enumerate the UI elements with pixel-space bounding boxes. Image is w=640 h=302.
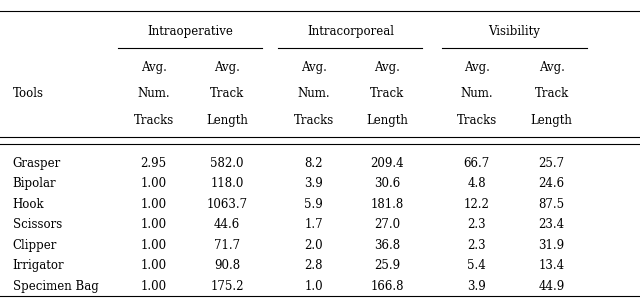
Text: 71.7: 71.7: [214, 239, 240, 252]
Text: 1.00: 1.00: [141, 177, 166, 190]
Text: 2.95: 2.95: [141, 156, 166, 170]
Text: 1.00: 1.00: [141, 259, 166, 272]
Text: 181.8: 181.8: [371, 198, 404, 211]
Text: Grasper: Grasper: [13, 156, 61, 170]
Text: 2.3: 2.3: [467, 239, 486, 252]
Text: Bipolar: Bipolar: [13, 177, 56, 190]
Text: 1.0: 1.0: [304, 280, 323, 293]
Text: Track: Track: [370, 87, 404, 100]
Text: Tracks: Tracks: [134, 114, 173, 127]
Text: Scissors: Scissors: [13, 218, 62, 231]
Text: 5.4: 5.4: [467, 259, 486, 272]
Text: 1063.7: 1063.7: [207, 198, 248, 211]
Text: Avg.: Avg.: [214, 61, 240, 75]
Text: Avg.: Avg.: [539, 61, 564, 75]
Text: Tracks: Tracks: [457, 114, 497, 127]
Text: Avg.: Avg.: [464, 61, 490, 75]
Text: 3.9: 3.9: [304, 177, 323, 190]
Text: 25.9: 25.9: [374, 259, 400, 272]
Text: 4.8: 4.8: [467, 177, 486, 190]
Text: Avg.: Avg.: [301, 61, 326, 75]
Text: Avg.: Avg.: [374, 61, 400, 75]
Text: 27.0: 27.0: [374, 218, 400, 231]
Text: 24.6: 24.6: [539, 177, 564, 190]
Text: 44.6: 44.6: [214, 218, 241, 231]
Text: Length: Length: [366, 114, 408, 127]
Text: 36.8: 36.8: [374, 239, 400, 252]
Text: Length: Length: [206, 114, 248, 127]
Text: 1.00: 1.00: [141, 198, 166, 211]
Text: Specimen Bag: Specimen Bag: [13, 280, 99, 293]
Text: Track: Track: [534, 87, 569, 100]
Text: 5.9: 5.9: [304, 198, 323, 211]
Text: 13.4: 13.4: [539, 259, 564, 272]
Text: Num.: Num.: [461, 87, 493, 100]
Text: Tools: Tools: [13, 87, 44, 100]
Text: 1.00: 1.00: [141, 280, 166, 293]
Text: 1.00: 1.00: [141, 218, 166, 231]
Text: Intraoperative: Intraoperative: [147, 25, 234, 38]
Text: 90.8: 90.8: [214, 259, 240, 272]
Text: 3.9: 3.9: [467, 280, 486, 293]
Text: 2.0: 2.0: [304, 239, 323, 252]
Text: Irrigator: Irrigator: [13, 259, 65, 272]
Text: 12.2: 12.2: [464, 198, 490, 211]
Text: 25.7: 25.7: [539, 156, 564, 170]
Text: 66.7: 66.7: [463, 156, 490, 170]
Text: 8.2: 8.2: [305, 156, 323, 170]
Text: 1.7: 1.7: [304, 218, 323, 231]
Text: Num.: Num.: [138, 87, 170, 100]
Text: 175.2: 175.2: [211, 280, 244, 293]
Text: 44.9: 44.9: [538, 280, 565, 293]
Text: 1.00: 1.00: [141, 239, 166, 252]
Text: Avg.: Avg.: [141, 61, 166, 75]
Text: 87.5: 87.5: [539, 198, 564, 211]
Text: 30.6: 30.6: [374, 177, 401, 190]
Text: Intracorporeal: Intracorporeal: [307, 25, 394, 38]
Text: 2.8: 2.8: [305, 259, 323, 272]
Text: 23.4: 23.4: [539, 218, 564, 231]
Text: 31.9: 31.9: [539, 239, 564, 252]
Text: 166.8: 166.8: [371, 280, 404, 293]
Text: Hook: Hook: [13, 198, 44, 211]
Text: Tracks: Tracks: [294, 114, 333, 127]
Text: 2.3: 2.3: [467, 218, 486, 231]
Text: 582.0: 582.0: [211, 156, 244, 170]
Text: 118.0: 118.0: [211, 177, 244, 190]
Text: 209.4: 209.4: [371, 156, 404, 170]
Text: Length: Length: [531, 114, 573, 127]
Text: Visibility: Visibility: [488, 25, 540, 38]
Text: Num.: Num.: [298, 87, 330, 100]
Text: Track: Track: [210, 87, 244, 100]
Text: Clipper: Clipper: [13, 239, 57, 252]
